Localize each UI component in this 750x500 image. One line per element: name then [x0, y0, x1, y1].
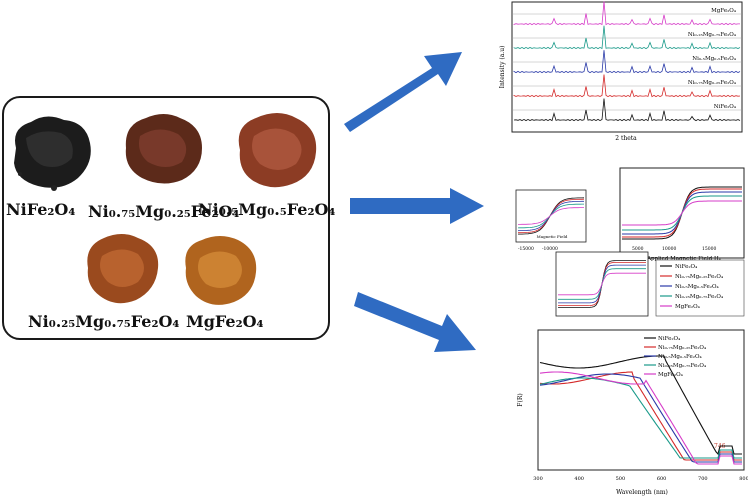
vsm-inset-xlabel: Magnetic Field — [537, 234, 568, 239]
xrd-trace-label: Ni₀.₅Mg₀.₅Fe₂O₄ — [692, 56, 737, 62]
vsm-chart: Applied Magnetic Field Hₑ Magnetic Field… — [515, 167, 745, 317]
uv-trace — [539, 371, 742, 461]
xrd-trace — [513, 25, 741, 50]
uv-legend-label: Ni₀.₂₅Mg₀.₇₅Fe₂O₄ — [658, 363, 707, 369]
vsm-legend-label: Ni₀.₅Mg₀.₅Fe₂O₄ — [675, 284, 720, 290]
xrd-trace-label: MgFe₂O₄ — [711, 8, 737, 14]
arrow-to-uv — [354, 292, 476, 352]
powder-ni075 — [125, 114, 202, 184]
uv-tick-label: 300 — [533, 476, 543, 482]
arrow-to-xrd — [344, 52, 462, 132]
vsm-curve — [622, 200, 742, 226]
uv-tick-label: 400 — [574, 476, 584, 482]
xrd-chart: Intensity (a.u) 2 theta MgFe₂O₄ Ni₀.₂₅Mg₀… — [499, 1, 743, 142]
vsm-legend-label: Ni₀.₇₅Mg₀.₂₅Fe₂O₄ — [675, 274, 724, 280]
vsm-tick-label: 15000 — [702, 246, 716, 252]
label-ni05: Ni₀.₅Mg₀.₅Fe₂O₄ — [198, 200, 336, 219]
vsm-inset-curve — [518, 207, 584, 225]
xrd-trace-label: Ni₀.₂₅Mg₀.₇₅Fe₂O₄ — [688, 32, 737, 38]
uv-xlabel: Wavelength (nm) — [616, 489, 668, 496]
label-ni025: Ni₀.₂₅Mg₀.₇₅Fe₂O₄ — [28, 312, 180, 331]
uv-chart: F(R) Wavelength (nm) 746 NiFe₂O₄Ni₀.₇₅Mg… — [517, 329, 748, 496]
uv-trace — [539, 355, 742, 456]
powder-nife2o4 — [14, 116, 91, 191]
uv-ylabel: F(R) — [517, 393, 524, 406]
xrd-trace — [513, 98, 741, 122]
xrd-trace — [513, 50, 741, 74]
label-mgfe2o4: MgFe₂O₄ — [186, 312, 264, 331]
uv-legend-label: MgFe₂O₄ — [658, 372, 684, 378]
powder-mgfe2o4 — [185, 236, 257, 305]
xrd-trace — [513, 74, 741, 98]
vsm-legend-label: NiFe₂O₄ — [675, 264, 698, 270]
vsm-tick-label: 10000 — [662, 246, 676, 252]
label-ni075: Ni₀.₇₅Mg₀.₂₅Fe₂O₄ — [88, 202, 240, 221]
vsm-xlabel: Applied Magnetic Field Hₑ — [646, 256, 721, 262]
vsm-lower-curve — [558, 272, 646, 296]
vsm-legend-label: Ni₀.₂₅Mg₀.₇₅Fe₂O₄ — [675, 294, 724, 300]
powder-ni025 — [87, 234, 159, 304]
uv-legend-label: Ni₀.₇₅Mg₀.₂₅Fe₂O₄ — [658, 345, 707, 351]
vsm-tick-label: 5000 — [632, 246, 644, 252]
vsm-legend-label: MgFe₂O₄ — [675, 304, 701, 310]
vsm-tick-label: -15000 — [518, 246, 534, 252]
label-nife2o4: NiFe₂O₄ — [6, 200, 76, 219]
uv-tick-label: 700 — [698, 476, 708, 482]
uv-legend-label: NiFe₂O₄ — [658, 336, 681, 342]
powder-ni05 — [238, 113, 317, 188]
uv-trace — [539, 371, 742, 465]
vsm-tick-label: -10000 — [542, 246, 558, 252]
uv-legend-label: Ni₀.₅Mg₀.₅Fe₂O₄ — [658, 354, 703, 360]
xrd-xlabel: 2 theta — [615, 135, 637, 142]
xrd-ylabel: Intensity (a.u) — [499, 46, 506, 89]
xrd-trace-label: Ni₀.₇₅Mg₀.₂₅Fe₂O₄ — [688, 80, 737, 86]
arrow-to-vsm — [350, 188, 484, 224]
xrd-trace-label: NiFe₂O₄ — [714, 104, 737, 110]
uv-tick-label: 800 — [739, 476, 748, 482]
uv-tick-label: 500 — [616, 476, 626, 482]
xrd-trace — [513, 1, 740, 26]
uv-tick-label: 600 — [657, 476, 667, 482]
uv-trace — [539, 377, 742, 459]
